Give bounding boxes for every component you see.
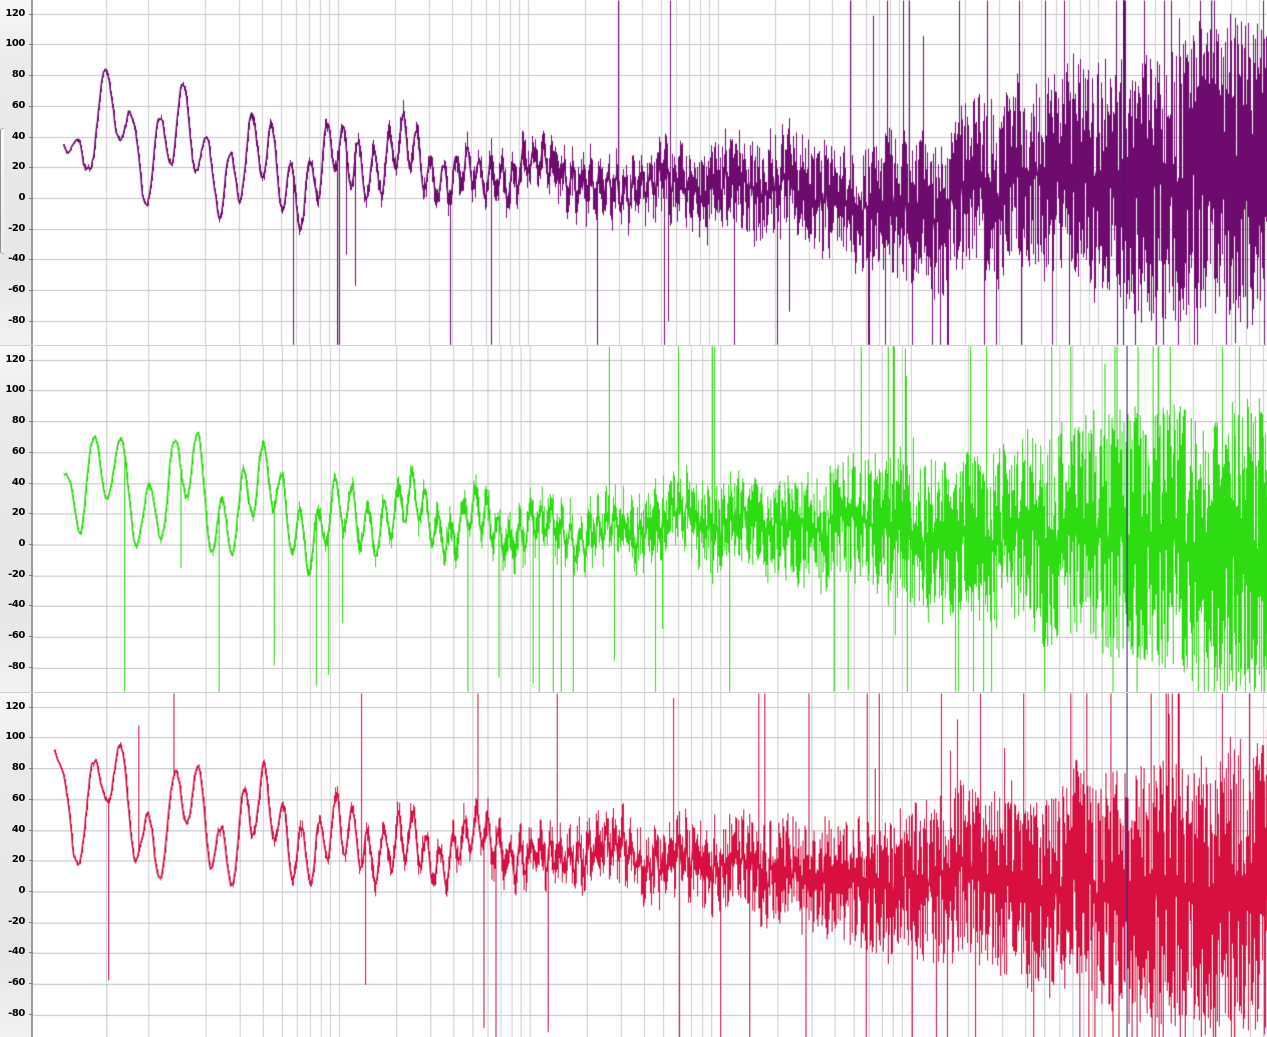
y-axis-label: 80: [11, 762, 26, 774]
y-axis-label: -40: [8, 253, 25, 265]
waveform-canvas-channel-3[interactable]: [33, 693, 1267, 1037]
y-axis-label: -60: [8, 630, 25, 642]
y-axis-tick-mark: [29, 390, 33, 391]
y-axis-tick-mark: [29, 952, 33, 953]
y-axis-label: -20: [8, 915, 25, 927]
y-axis-tick-mark: [29, 636, 33, 637]
y-axis-label: -60: [8, 284, 25, 296]
y-axis-tick-mark: [29, 14, 33, 15]
y-axis-label: -80: [8, 660, 25, 672]
y-axis-tick-mark: [29, 830, 33, 831]
y-axis-tick-mark: [29, 768, 33, 769]
y-axis-tick-mark: [29, 290, 33, 291]
waveform-pane-1: 120 100 80 60 40 20 0 -20 -40 -60 -80: [0, 0, 1267, 345]
y-axis-tick-mark: [29, 44, 33, 45]
y-axis-label: 80: [11, 415, 26, 427]
y-axis-label: 20: [11, 507, 26, 519]
y-axis-tick-mark: [29, 452, 33, 453]
y-axis-tick-mark: [29, 321, 33, 322]
y-axis-tick-mark: [29, 667, 33, 668]
y-axis-label: -20: [8, 222, 25, 234]
y-axis-label: 40: [11, 823, 26, 835]
y-axis-label: 40: [11, 130, 26, 142]
y-axis-label: 100: [5, 384, 25, 396]
y-axis-label: -80: [8, 314, 25, 326]
y-axis-tick-mark: [29, 106, 33, 107]
scrollbar-thumb[interactable]: [0, 128, 4, 254]
y-axis-label: -20: [8, 568, 25, 580]
y-axis-tick-mark: [29, 575, 33, 576]
y-axis-label: 0: [18, 192, 25, 203]
y-axis-tick-mark: [29, 544, 33, 545]
y-axis-label: 40: [11, 476, 26, 488]
y-axis-tick-mark: [29, 983, 33, 984]
y-axis-tick-mark: [29, 860, 33, 861]
y-axis-label: 100: [5, 38, 25, 50]
y-axis-label: 20: [11, 161, 26, 173]
y-axis-label: -40: [8, 599, 25, 611]
y-axis-label: -60: [8, 977, 25, 989]
y-axis-channel-2: 120 100 80 60 40 20 0 -20 -40 -60 -80: [0, 346, 33, 692]
y-axis-tick-mark: [29, 891, 33, 892]
y-axis-tick-mark: [29, 198, 33, 199]
y-axis-label: 120: [5, 700, 25, 712]
y-axis-channel-3: 120 100 80 60 40 20 0 -20 -40 -60 -80: [0, 693, 33, 1037]
y-axis-label: -80: [8, 1007, 25, 1019]
y-axis-label: 100: [5, 731, 25, 743]
y-axis-label: 20: [11, 854, 26, 866]
waveform-canvas-channel-1[interactable]: [33, 0, 1267, 345]
y-axis-tick-mark: [29, 483, 33, 484]
y-axis-label: 60: [11, 445, 26, 457]
y-axis-label: 120: [5, 7, 25, 19]
y-axis-label: 60: [11, 99, 26, 111]
waveform-canvas-channel-2[interactable]: [33, 346, 1267, 692]
y-axis-tick-mark: [29, 360, 33, 361]
y-axis-tick-mark: [29, 605, 33, 606]
y-axis-tick-mark: [29, 229, 33, 230]
y-axis-tick-mark: [29, 259, 33, 260]
y-axis-label: 60: [11, 792, 26, 804]
y-axis-tick-mark: [29, 1014, 33, 1015]
waveform-pane-2: 120 100 80 60 40 20 0 -20 -40 -60 -80: [0, 345, 1267, 692]
y-axis-label: 80: [11, 69, 26, 81]
waveform-pane-3: 120 100 80 60 40 20 0 -20 -40 -60 -80: [0, 692, 1267, 1037]
y-axis-tick-mark: [29, 799, 33, 800]
y-axis-label: 120: [5, 353, 25, 365]
y-axis-channel-1: 120 100 80 60 40 20 0 -20 -40 -60 -80: [0, 0, 33, 345]
y-axis-tick-mark: [29, 421, 33, 422]
y-axis-tick-mark: [29, 137, 33, 138]
y-axis-tick-mark: [29, 922, 33, 923]
y-axis-label: -40: [8, 946, 25, 958]
y-axis-tick-mark: [29, 707, 33, 708]
y-axis-tick-mark: [29, 75, 33, 76]
y-axis-tick-mark: [29, 737, 33, 738]
y-axis-label: 0: [18, 885, 25, 896]
y-axis-tick-mark: [29, 513, 33, 514]
y-axis-tick-mark: [29, 167, 33, 168]
y-axis-label: 0: [18, 538, 25, 549]
